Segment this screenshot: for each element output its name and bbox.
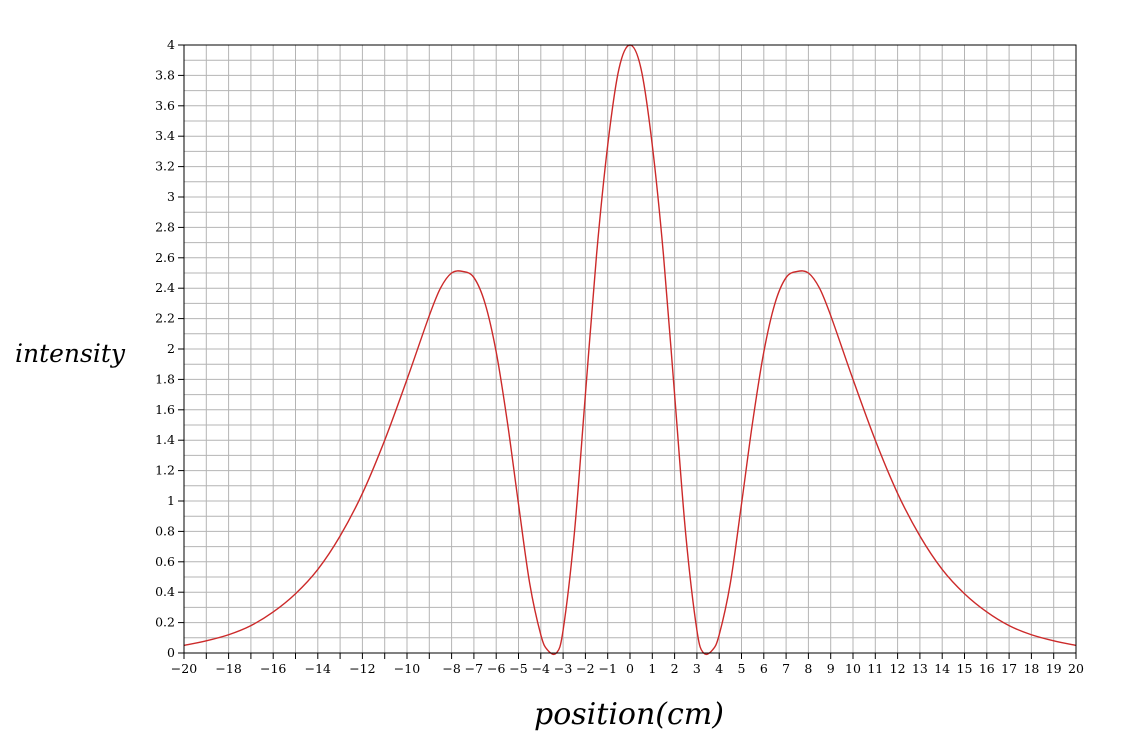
x-tick-label: 10 (845, 661, 861, 676)
x-tick-label: −1 (598, 661, 616, 676)
y-tick-label: 0.8 (155, 523, 175, 538)
x-tick-label: 5 (738, 661, 746, 676)
x-tick-label: −12 (349, 661, 375, 676)
x-tick-label: 7 (782, 661, 790, 676)
y-tick-label: 3.6 (155, 98, 175, 113)
x-tick-label: 20 (1068, 661, 1084, 676)
y-tick-label: 3.8 (155, 67, 175, 82)
y-tick-label: 1.4 (155, 432, 175, 447)
x-tick-label: 6 (760, 661, 768, 676)
x-tick-label: 15 (957, 661, 973, 676)
y-tick-label: 2 (167, 341, 175, 356)
y-tick-label: 2.6 (155, 250, 175, 265)
x-tick-label: 19 (1046, 661, 1062, 676)
x-tick-label: 11 (867, 661, 883, 676)
y-tick-label: 0.2 (155, 615, 175, 630)
grid (183, 44, 1077, 654)
x-tick-label: −18 (215, 661, 241, 676)
y-tick-label: 3.2 (155, 159, 175, 174)
x-tick-label: 18 (1023, 661, 1039, 676)
y-tick-label: 4 (167, 37, 175, 52)
y-axis-label: intensity (15, 339, 126, 368)
y-tick-label: 1.8 (155, 371, 175, 386)
y-tick-label: 0.4 (155, 584, 175, 599)
y-tick-label: 1 (167, 493, 175, 508)
x-tick-label: −4 (532, 661, 550, 676)
y-tick-label: 0.6 (155, 554, 175, 569)
x-tick-label: 17 (1001, 661, 1017, 676)
x-tick-label: −6 (487, 661, 505, 676)
x-tick-label: 13 (912, 661, 928, 676)
y-tick-label: 3.4 (155, 128, 175, 143)
y-tick-label: 3 (167, 189, 175, 204)
x-tick-label: 3 (693, 661, 701, 676)
x-tick-label: −7 (465, 661, 483, 676)
x-tick-label: 14 (934, 661, 950, 676)
x-tick-label: 1 (648, 661, 656, 676)
x-tick-label: −2 (576, 661, 594, 676)
x-tick-label: −14 (305, 661, 331, 676)
x-tick-label: −8 (442, 661, 460, 676)
x-tick-label: −16 (260, 661, 286, 676)
x-tick-label: 2 (671, 661, 679, 676)
y-tick-label: 0 (167, 645, 175, 660)
y-tick-label: 1.2 (155, 463, 175, 478)
y-tick-label: 1.6 (155, 402, 175, 417)
x-tick-label: −3 (554, 661, 572, 676)
x-tick-label: −5 (509, 661, 527, 676)
y-tick-label: 2.2 (155, 311, 175, 326)
x-tick-label: −20 (171, 661, 197, 676)
y-tick-label: 2.8 (155, 219, 175, 234)
x-axis-label: position(cm) (534, 697, 724, 732)
x-tick-label: 0 (626, 661, 634, 676)
x-tick-label: −10 (394, 661, 420, 676)
y-tick-label: 2.4 (155, 280, 175, 295)
x-tick-label: 9 (827, 661, 835, 676)
x-tick-label: 16 (979, 661, 995, 676)
x-tick-label: 12 (890, 661, 906, 676)
x-tick-label: 8 (804, 661, 812, 676)
x-tick-label: 4 (715, 661, 723, 676)
ticks: 0 0.2 0.4 0.6 0.8 1 1.2 1.4 1.6 1.8 2 2.2 2.4 2.6 2.8 3… (155, 37, 1084, 676)
